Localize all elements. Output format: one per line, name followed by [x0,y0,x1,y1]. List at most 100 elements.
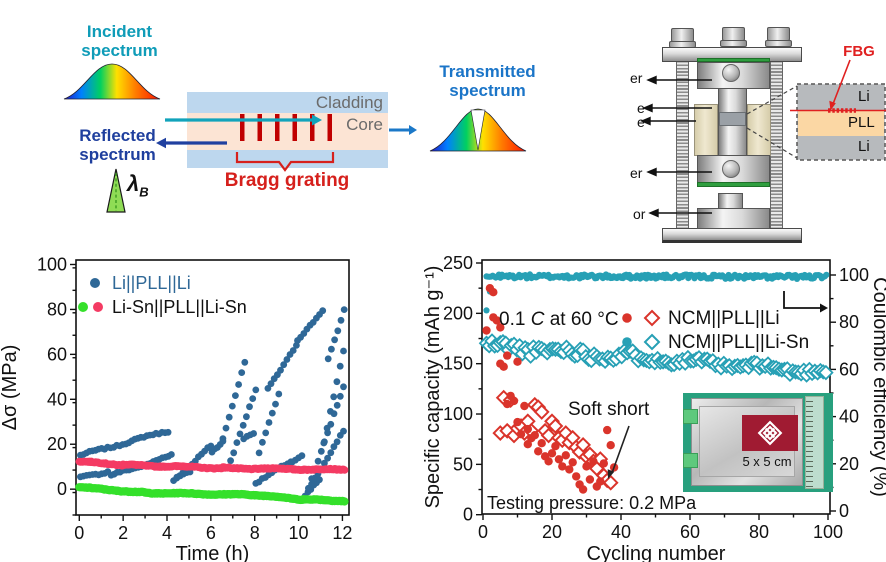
label-sensor: or [633,206,646,222]
ce-axis-arrow [783,291,828,313]
sample-block-right [747,104,771,156]
ruler [805,396,824,489]
lower-gasket [697,182,770,187]
fbg-schematic-graphics [63,63,527,213]
stress-vs-time-chart: 0 20 40 60 80 100 0 2 4 6 8 10 12 Time (h) Δσ (MPa) Li|… [0,254,352,562]
bragg-grating-label: Bragg grating [224,170,350,191]
lambda-b-label: λB [127,171,149,200]
y-tick-label: 100 [37,254,67,274]
tab-bottom [683,453,698,468]
axis-ticks [70,263,344,521]
y-tick-label: 60 [47,344,67,364]
label-plunger-top: er [630,70,643,86]
tab-top [683,409,698,424]
x-tick-label: 80 [749,522,769,542]
bolt-washer-right [765,40,792,47]
legend: Li||PLL||Li Li-Sn||PLL||Li-Sn [78,273,247,317]
fbg-pointer-arrow [829,59,851,111]
cladding-label: Cladding [315,93,383,112]
x-tick-label: 8 [250,523,260,543]
x-tick-label: 10 [289,523,309,543]
y-right-tick-label: 60 [839,359,859,379]
y-right-tick-label: 100 [839,265,869,285]
x-tick-label: 4 [162,523,172,543]
upper-ball [722,64,740,82]
li-sn-pll-li-sn-stress-change-green--series [75,483,349,506]
y-left-axis-label: Specific capacity (mAh g⁻¹) [422,266,444,509]
incident-spectrum-shape [63,63,161,100]
core-label: Core [346,115,383,134]
legend: NCM||PLL||Li NCM||PLL||Li-Sn [622,308,809,353]
lower-ball [722,160,740,178]
reflected-spectrum-label: Reflected spectrum [79,126,156,165]
x-tick-label: 20 [542,522,562,542]
transmitted-spectrum-label: Transmitted spectrum [439,62,536,101]
x-tick-label: 40 [611,522,631,542]
zoom-dashed-lines [746,85,798,159]
y-left-tick-label: 250 [443,253,473,273]
label-die-upper: e [637,100,645,116]
y-right-tick-label: 0 [839,501,849,521]
polyu-logo-icon [757,420,783,446]
pressure-cell-apparatus: er e e er or [626,8,886,248]
y-tick-label: 20 [47,434,67,454]
y-tick-label: 0 [57,479,67,499]
y-tick-label: 40 [47,389,67,409]
pressure-annotation: Testing pressure: 0.2 MPa [487,493,697,513]
cell-connector [719,112,746,126]
legend-label-li: Li||PLL||Li [112,273,191,293]
x-axis-label: Cycling number [587,543,726,562]
y-tick-label: 80 [47,299,67,319]
threaded-rod-left [676,50,689,236]
x-tick-label: 6 [206,523,216,543]
apparatus-overlay [640,59,886,218]
ncm-pll-li-sn-coulombic-efficiency-series [483,271,830,314]
transmitted-arrow [389,125,417,135]
soft-short-arrow [607,425,630,479]
x-tick-label: 60 [680,522,700,542]
base-block [697,208,770,229]
y-right-tick-label: 40 [839,407,859,427]
label-die-lower: e [637,114,645,130]
x-tick-label: 0 [478,522,488,542]
ncm-pll-li-capacity-series [482,284,619,494]
legend-label-ncm-li: NCM||PLL||Li [668,308,780,329]
y-left-tick-label: 150 [443,354,473,374]
inset-li-bottom-label: Li [858,138,870,155]
inset-pll-label: PLL [848,114,875,131]
legend-label-ncm-lisn: NCM||PLL||Li-Sn [668,332,809,353]
soft-short-annotation: Soft short [568,399,650,420]
incident-arrow [165,114,322,126]
cell-size-label: 5 x 5 cm [742,454,792,469]
reflected-arrow [156,137,227,149]
y-right-axis-label: Coulombic efficiency (%) [869,277,886,497]
bolt-washer-center [720,40,747,47]
fbg-label: FBG [843,43,875,60]
sample-block-left [694,104,718,156]
bragg-grating-bars [240,114,332,141]
upper-gasket [697,58,770,62]
li-sn-pll-li-sn-stress-change-pink--series [75,457,349,474]
transmitted-spectrum-shape [429,108,527,152]
x-tick-label: 100 [813,522,843,542]
label-plunger-bottom: er [630,165,643,181]
y-left-tick-label: 100 [443,404,473,424]
x-tick-label: 0 [74,523,84,543]
polyu-logo [742,415,798,451]
label-arrows [640,75,712,218]
inset-li-top-label: Li [858,88,870,105]
ncm-pll-li-sn-capacity-series [478,333,834,383]
y-right-tick-label: 80 [839,312,859,332]
bragg-brace [235,152,335,172]
legend-label-lisn: Li-Sn||PLL||Li-Sn [112,297,247,317]
rate-annotation: 0.1 C at 60 °C [499,309,619,330]
y-right-tick-label: 20 [839,454,859,474]
x-tick-label: 2 [118,523,128,543]
y-left-tick-label: 50 [453,454,473,474]
x-axis-label: Time (h) [176,543,250,562]
y-left-tick-label: 200 [443,303,473,323]
pouch-cell-photo: 5 x 5 cm [683,393,833,492]
y-left-tick-label: 0 [463,505,473,525]
reflected-peak-shape [106,168,126,213]
